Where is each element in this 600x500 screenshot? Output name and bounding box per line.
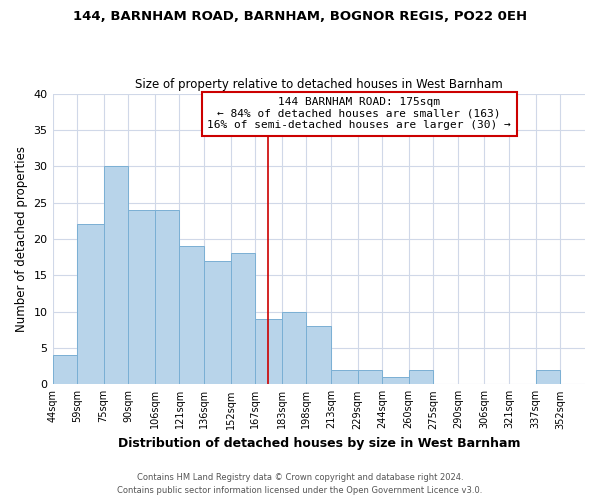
Text: 144, BARNHAM ROAD, BARNHAM, BOGNOR REGIS, PO22 0EH: 144, BARNHAM ROAD, BARNHAM, BOGNOR REGIS…	[73, 10, 527, 23]
Text: 144 BARNHAM ROAD: 175sqm
← 84% of detached houses are smaller (163)
16% of semi-: 144 BARNHAM ROAD: 175sqm ← 84% of detach…	[207, 97, 511, 130]
Y-axis label: Number of detached properties: Number of detached properties	[15, 146, 28, 332]
Bar	[155, 210, 179, 384]
Bar	[230, 254, 256, 384]
Bar	[128, 210, 155, 384]
Bar	[358, 370, 382, 384]
X-axis label: Distribution of detached houses by size in West Barnham: Distribution of detached houses by size …	[118, 437, 520, 450]
Bar	[409, 370, 433, 384]
Bar	[179, 246, 204, 384]
Bar	[281, 312, 307, 384]
Bar	[256, 319, 281, 384]
Bar	[104, 166, 128, 384]
Bar	[536, 370, 560, 384]
Bar	[204, 260, 230, 384]
Bar	[331, 370, 358, 384]
Title: Size of property relative to detached houses in West Barnham: Size of property relative to detached ho…	[135, 78, 503, 91]
Bar	[382, 377, 409, 384]
Bar	[307, 326, 331, 384]
Text: Contains HM Land Registry data © Crown copyright and database right 2024.
Contai: Contains HM Land Registry data © Crown c…	[118, 474, 482, 495]
Bar	[77, 224, 104, 384]
Bar	[53, 355, 77, 384]
